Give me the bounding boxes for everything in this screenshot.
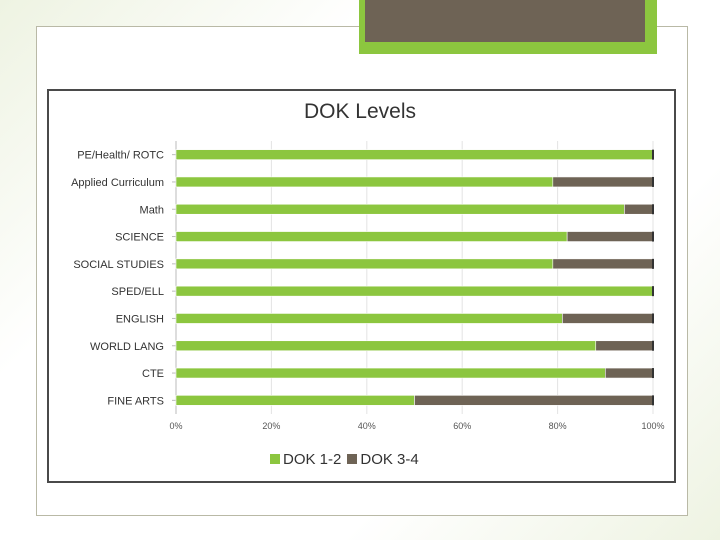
bar-segment-dok-3-4 <box>604 367 654 379</box>
bar-segment-dok-3-4 <box>552 176 654 188</box>
legend-label-dok-1-2: DOK 1-2 <box>283 450 342 468</box>
y-category-label: SPED/ELL <box>111 286 164 298</box>
bar-segment-dok-1-2 <box>175 149 654 160</box>
bar-end-cap <box>652 368 654 379</box>
legend-swatch-dok-1-2 <box>270 454 280 464</box>
bar-segment-dok-1-2 <box>175 367 606 379</box>
y-category-label: Math <box>140 204 164 216</box>
x-tick-label: 60% <box>453 421 471 431</box>
legend-label-dok-3-4: DOK 3-4 <box>360 450 419 468</box>
legend-item-dok-3-4: DOK 3-4 <box>347 450 419 468</box>
bar-segment-dok-1-2 <box>175 395 415 406</box>
y-category-label: CTE <box>142 368 164 380</box>
bar-segment-dok-1-2 <box>175 231 568 242</box>
bar-segment-dok-1-2 <box>175 340 597 352</box>
bar-segment-dok-3-4 <box>414 395 654 406</box>
x-tick-label: 20% <box>262 421 280 431</box>
bar-segment-dok-1-2 <box>175 176 554 188</box>
bar-segment-dok-1-2 <box>175 258 554 270</box>
bar-end-cap <box>652 286 654 297</box>
bar-segment-dok-3-4 <box>552 258 654 270</box>
x-tick-label: 40% <box>358 421 376 431</box>
bar-segment-dok-3-4 <box>566 231 654 242</box>
bar-end-cap <box>652 176 654 187</box>
bar-end-cap <box>652 231 654 242</box>
decorative-header-inner <box>365 0 645 42</box>
x-tick-label: 80% <box>549 421 567 431</box>
bar-end-cap <box>652 149 654 160</box>
bar-end-cap <box>652 313 654 324</box>
bar-segment-dok-3-4 <box>595 340 654 352</box>
bar-segment-dok-1-2 <box>175 313 563 324</box>
legend-item-dok-1-2: DOK 1-2 <box>270 451 341 468</box>
bar-segment-dok-1-2 <box>175 203 625 215</box>
chart-title: DOK Levels <box>303 100 417 123</box>
decorative-header-block <box>359 0 657 54</box>
x-tick-label: 0% <box>169 421 182 431</box>
y-category-label: PE/Health/ ROTC <box>77 150 164 162</box>
bar-segment-dok-1-2 <box>175 285 654 297</box>
y-category-label: Applied Curriculum <box>71 177 164 189</box>
bar-segment-dok-3-4 <box>624 203 654 215</box>
y-category-label: SCIENCE <box>115 232 164 244</box>
x-tick-label: 100% <box>641 421 664 431</box>
bar-end-cap <box>652 258 654 269</box>
bar-segment-dok-3-4 <box>562 313 654 324</box>
chart-legend: DOK 1-2 DOK 3-4 <box>270 449 419 469</box>
y-category-label: WORLD LANG <box>90 341 164 353</box>
bar-end-cap <box>652 395 654 406</box>
bar-end-cap <box>652 340 654 351</box>
y-category-label: FINE ARTS <box>107 395 164 407</box>
y-category-label: SOCIAL STUDIES <box>73 259 164 271</box>
bar-end-cap <box>652 204 654 215</box>
legend-swatch-dok-3-4 <box>347 454 358 464</box>
y-category-label: ENGLISH <box>116 313 164 325</box>
